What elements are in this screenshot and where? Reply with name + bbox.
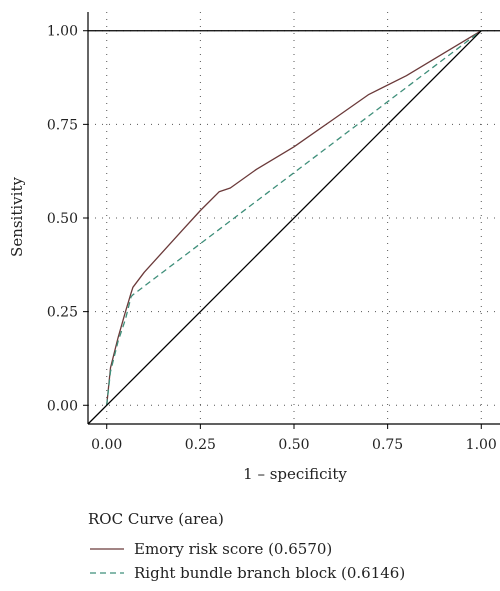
x-axis-title: 1 – specificity <box>243 465 347 483</box>
x-tick-label-4: 1.00 <box>466 437 497 453</box>
y-tick-label-4: 1.00 <box>47 24 78 40</box>
x-tick-label-2: 0.50 <box>278 437 309 453</box>
legend-label-emory: Emory risk score (0.6570) <box>134 540 332 558</box>
right-bundle-branch-block-curve <box>106 30 482 406</box>
y-tick-label-0: 0.00 <box>47 398 78 414</box>
diagonal-reference-line <box>87 30 482 425</box>
emory-risk-score-curve <box>106 30 482 406</box>
y-tick-label-2: 0.50 <box>47 211 78 227</box>
x-tick-label-3: 0.75 <box>372 437 403 453</box>
tick-labels: 0.00 0.25 0.50 0.75 1.00 0.00 0.25 0.50 0.75 1.00 <box>47 24 497 453</box>
legend-label-rbbb: Right bundle branch block (0.6146) <box>134 564 405 582</box>
y-tick-label-1: 0.25 <box>47 305 78 321</box>
legend-title: ROC Curve (area) <box>88 510 224 528</box>
x-tick-label-0: 0.00 <box>91 437 122 453</box>
legend: ROC Curve (area) Emory risk score (0.657… <box>88 510 405 582</box>
axes <box>83 12 500 429</box>
series-lines <box>87 30 482 425</box>
y-axis-title: Sensitivity <box>8 177 26 257</box>
x-tick-label-1: 0.25 <box>185 437 216 453</box>
y-tick-label-3: 0.75 <box>47 117 78 133</box>
